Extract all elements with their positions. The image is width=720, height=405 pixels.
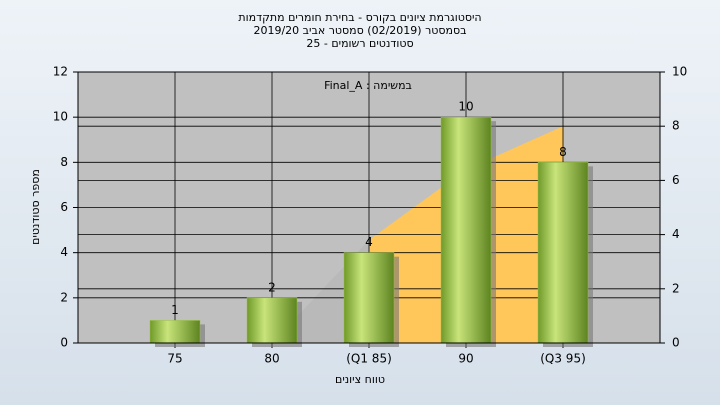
title-line: היסטוגרמת ציונים בקורס - בחירת חומרים מת… <box>238 11 481 24</box>
y-tick-label: 6 <box>60 200 68 214</box>
bar <box>440 116 492 344</box>
y-tick-label: 0 <box>60 336 68 350</box>
x-tick-label: (Q1 85) <box>346 352 392 366</box>
bar <box>246 297 298 344</box>
data-label: 1 <box>171 303 179 317</box>
x-tick-label: 80 <box>264 352 279 366</box>
x-tick-label: 90 <box>458 352 473 366</box>
data-label: 2 <box>268 280 276 294</box>
annotation: Final_A : במשימה <box>324 79 412 92</box>
y2-tick-label: 4 <box>672 227 680 241</box>
plot-layer: 0 2 4 6 8 10 12 0 2 4 6 8 10 75 1 80 2 (Q1 85) 4 90 10 (Q3 95… <box>53 65 688 366</box>
y2-tick-label: 2 <box>672 281 680 295</box>
plot-frame <box>77 71 661 344</box>
y-tick-label: 4 <box>60 245 68 259</box>
x-tick-label: 75 <box>167 352 182 366</box>
title-line: סטודנטים רשומים - 25 <box>306 37 413 50</box>
data-label: 10 <box>458 100 473 114</box>
bar <box>149 320 201 344</box>
data-label: 8 <box>559 145 567 159</box>
y2-tick-label: 10 <box>672 65 687 79</box>
y-tick-label: 8 <box>60 155 68 169</box>
bar <box>537 162 589 344</box>
y-axis-label: מספר סטודנטים <box>29 169 42 245</box>
title-line: בסמסטר (02/2019) סמסטר אביב 2019/20 <box>253 24 466 37</box>
data-label: 4 <box>365 235 373 249</box>
y-tick-label: 10 <box>53 110 68 124</box>
y2-tick-label: 0 <box>672 336 680 350</box>
x-axis-label: טווח ציונים <box>335 373 385 386</box>
x-tick-label: (Q3 95) <box>540 352 586 366</box>
y2-tick-label: 8 <box>672 119 680 133</box>
y-tick-label: 12 <box>53 65 68 79</box>
y-tick-label: 2 <box>60 290 68 304</box>
y2-tick-label: 6 <box>672 173 680 187</box>
bar <box>343 252 395 344</box>
